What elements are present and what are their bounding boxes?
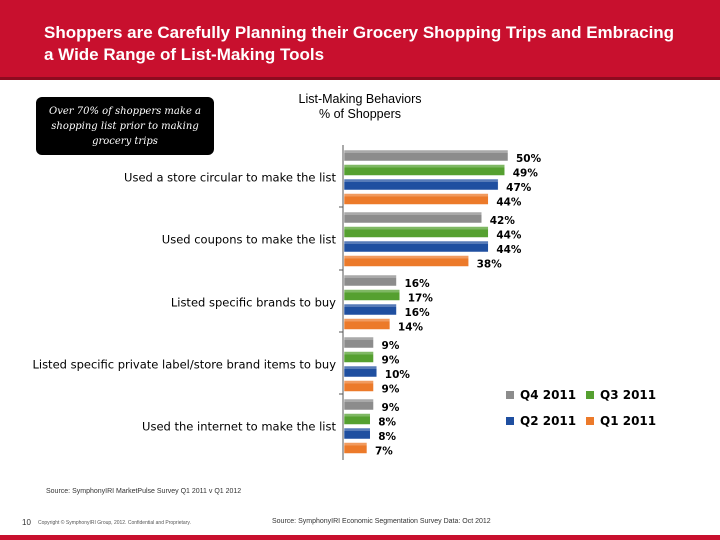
data-label: 10% xyxy=(385,369,411,381)
data-label: 8% xyxy=(378,417,396,429)
bar-highlight xyxy=(344,318,390,322)
data-label: 16% xyxy=(404,307,430,319)
bar xyxy=(343,413,371,425)
legend-item: Q3 2011 xyxy=(586,388,686,404)
data-label: 17% xyxy=(408,293,434,305)
legend-swatch xyxy=(586,417,594,425)
bar xyxy=(343,427,371,440)
footer-source: Source: SymphonyIRI Economic Segmentatio… xyxy=(272,518,491,525)
legend-item: Q1 2011 xyxy=(586,414,686,430)
data-label: 44% xyxy=(496,244,522,256)
bar xyxy=(343,303,397,316)
bar-highlight xyxy=(344,193,489,197)
legend-swatch xyxy=(506,391,514,399)
data-label: 50% xyxy=(516,153,542,165)
bar xyxy=(343,178,499,191)
bar-highlight xyxy=(344,304,397,307)
bar-highlight xyxy=(344,289,400,293)
data-label: 14% xyxy=(398,322,424,334)
data-label: 44% xyxy=(496,230,522,242)
bar-highlight xyxy=(344,380,374,384)
bar xyxy=(343,240,489,253)
callout-box: Over 70% of shoppers make a shopping lis… xyxy=(36,97,214,155)
bar-highlight xyxy=(344,399,374,402)
chart-title: List-Making Behaviors xyxy=(298,92,422,106)
bar xyxy=(343,164,505,176)
bar xyxy=(343,318,391,330)
bar-highlight xyxy=(344,366,377,369)
data-label: 38% xyxy=(477,259,503,271)
copyright-notice: Copyright © SymphonyIRI Group, 2012. Con… xyxy=(38,520,191,526)
legend-item: Q2 2011 xyxy=(506,414,606,430)
bar-highlight xyxy=(344,337,374,340)
legend-swatch xyxy=(506,417,514,425)
legend-label: Q1 2011 xyxy=(600,414,657,428)
data-label: 9% xyxy=(382,340,400,352)
chart-source: Source: SymphonyIRI MarketPulse Survey Q… xyxy=(46,488,242,495)
slide-title: Shoppers are Carefully Planning their Gr… xyxy=(44,23,675,64)
bar xyxy=(343,274,397,287)
category-label: Used a store circular to make the list xyxy=(124,170,336,184)
data-label: 8% xyxy=(378,431,396,443)
category-label: Listed specific brands to buy xyxy=(171,295,336,309)
data-label: 47% xyxy=(506,182,532,194)
data-label: 44% xyxy=(496,197,522,209)
bar xyxy=(343,211,483,224)
bar xyxy=(343,398,374,411)
legend-item: Q4 2011 xyxy=(506,388,606,404)
bar-highlight xyxy=(344,442,367,446)
bar xyxy=(343,289,401,301)
data-label: 9% xyxy=(382,355,400,367)
bar xyxy=(343,365,378,378)
bar-highlight xyxy=(344,413,371,417)
bar xyxy=(343,149,509,162)
data-label: 49% xyxy=(513,168,539,180)
bar xyxy=(343,351,374,363)
page-number: 10 xyxy=(22,518,31,527)
data-label: 42% xyxy=(490,215,516,227)
footer-rule xyxy=(0,535,720,540)
chart-title-block: List-Making Behaviors % of Shoppers xyxy=(260,92,460,122)
bar-highlight xyxy=(344,428,371,431)
bar xyxy=(343,336,374,349)
slide-header: Shoppers are Carefully Planning their Gr… xyxy=(0,0,720,80)
bar-highlight xyxy=(344,150,508,153)
bar-highlight xyxy=(344,255,469,259)
bar-highlight xyxy=(344,226,489,230)
data-label: 16% xyxy=(404,278,430,290)
bar-highlight xyxy=(344,212,482,215)
bar xyxy=(343,442,368,454)
legend-swatch xyxy=(586,391,594,399)
legend-label: Q2 2011 xyxy=(520,414,577,428)
bar xyxy=(343,226,489,238)
category-label: Used the internet to make the list xyxy=(142,419,336,433)
bar-highlight xyxy=(344,275,397,278)
bar-highlight xyxy=(344,179,499,182)
data-label: 9% xyxy=(382,402,400,414)
bar-highlight xyxy=(344,164,505,168)
chart-subtitle: % of Shoppers xyxy=(319,107,401,121)
bar xyxy=(343,255,469,267)
category-label: Used coupons to make the list xyxy=(162,232,337,246)
bar-highlight xyxy=(344,241,489,244)
bar xyxy=(343,193,489,205)
legend-label: Q3 2011 xyxy=(600,388,657,402)
data-label: 7% xyxy=(375,446,393,458)
data-label: 9% xyxy=(382,384,400,396)
bar xyxy=(343,380,374,392)
legend-label: Q4 2011 xyxy=(520,388,577,402)
category-label: Listed specific private label/store bran… xyxy=(32,357,336,371)
bar-highlight xyxy=(344,351,374,355)
chart-legend: Q4 2011 Q3 2011 Q2 2011 Q1 2011 xyxy=(506,388,706,428)
